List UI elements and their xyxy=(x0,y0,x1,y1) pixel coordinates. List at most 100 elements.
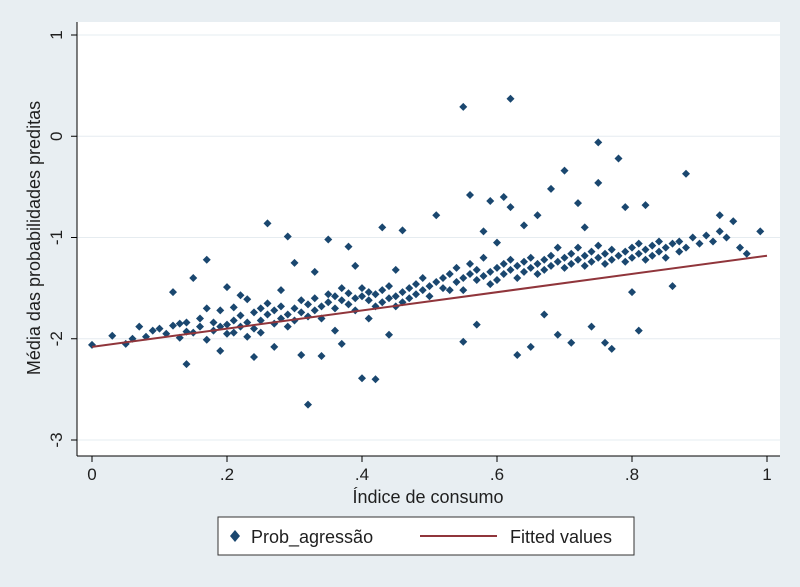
scatter-point xyxy=(641,255,650,264)
scatter-point xyxy=(486,280,495,289)
scatter-point xyxy=(297,350,306,359)
legend: Prob_agressão Fitted values xyxy=(217,516,635,556)
scatter-point xyxy=(607,245,616,254)
scatter-point xyxy=(270,306,279,315)
scatter-point xyxy=(560,263,569,272)
scatter-point xyxy=(601,249,609,258)
scatter-point xyxy=(621,257,630,266)
scatter-point xyxy=(169,321,177,330)
scatter-point xyxy=(256,316,265,325)
scatter-point xyxy=(682,243,690,252)
scatter-point xyxy=(594,138,603,147)
scatter-point xyxy=(256,328,265,337)
scatter-point xyxy=(621,203,630,212)
scatter-point xyxy=(560,166,569,175)
scatter-point xyxy=(202,335,211,344)
scatter-point xyxy=(479,253,488,262)
scatter-point xyxy=(304,400,312,409)
scatter-point xyxy=(459,337,468,346)
scatter-point xyxy=(533,259,542,268)
y-tick-label: -2 xyxy=(47,331,66,346)
scatter-point xyxy=(135,322,144,331)
scatter-point xyxy=(344,242,353,251)
scatter-point xyxy=(439,284,447,293)
scatter-point xyxy=(196,314,204,323)
scatter-point xyxy=(506,94,515,103)
scatter-point xyxy=(526,253,535,262)
scatter-point xyxy=(155,324,164,333)
scatter-point xyxy=(202,304,211,313)
scatter-point xyxy=(148,326,157,335)
scatter-point xyxy=(486,197,495,206)
scatter-point xyxy=(378,298,387,307)
scatter-point xyxy=(391,265,400,274)
x-tick-label: .2 xyxy=(220,465,234,484)
scatter-point xyxy=(729,217,738,226)
scatter-point xyxy=(466,269,474,278)
scatter-point xyxy=(499,193,508,201)
scatter-point xyxy=(506,265,515,274)
scatter-point xyxy=(493,238,501,247)
scatter-point xyxy=(742,249,751,258)
scatter-point xyxy=(358,292,366,301)
scatter-point xyxy=(243,295,252,304)
scatter-point xyxy=(466,190,474,199)
scatter-point xyxy=(715,211,724,220)
scatter-point xyxy=(655,237,663,246)
legend-diamond-marker xyxy=(230,530,240,542)
scatter-point xyxy=(344,289,353,298)
scatter-point xyxy=(398,226,407,235)
scatter-point xyxy=(526,342,535,351)
scatter-point xyxy=(668,239,677,248)
scatter-point xyxy=(520,257,528,266)
scatter-point xyxy=(425,282,434,291)
scatter-point xyxy=(634,249,643,258)
scatter-point xyxy=(567,338,576,347)
scatter-point xyxy=(499,269,508,278)
scatter-point xyxy=(277,302,285,311)
scatter-point xyxy=(412,280,420,289)
x-tick-label: 0 xyxy=(87,465,96,484)
scatter-point xyxy=(655,247,663,256)
scatter-point xyxy=(513,350,522,359)
scatter-point xyxy=(432,278,441,287)
scatter-point xyxy=(189,274,198,282)
scatter-point xyxy=(344,300,353,309)
scatter-point xyxy=(580,261,589,270)
scatter-point xyxy=(553,257,562,266)
scatter-point xyxy=(547,184,555,193)
scatter-point xyxy=(223,283,231,292)
y-tick-label: 1 xyxy=(47,30,66,39)
scatter-point xyxy=(587,257,596,266)
scatter-point xyxy=(506,203,515,212)
scatter-point xyxy=(351,261,360,270)
scatter-point xyxy=(513,261,522,270)
scatter-point xyxy=(459,274,468,282)
scatter-point xyxy=(364,314,373,323)
scatter-point xyxy=(331,292,339,301)
scatter-point xyxy=(479,271,488,280)
scatter-point xyxy=(594,241,603,250)
scatter-point xyxy=(567,249,576,258)
scatter-point xyxy=(108,331,117,340)
scatter-point xyxy=(540,310,549,319)
scatter-point xyxy=(540,265,549,274)
scatter-point xyxy=(405,284,414,293)
scatter-point xyxy=(574,255,582,264)
scatter-point xyxy=(709,237,717,246)
scatter-point xyxy=(378,286,387,295)
scatter-point xyxy=(283,322,292,331)
scatter-point xyxy=(337,339,346,348)
scatter-point xyxy=(283,310,292,319)
scatter-point xyxy=(580,223,589,232)
scatter-point xyxy=(378,223,387,232)
scatter-point xyxy=(202,255,211,264)
scatter-point xyxy=(310,306,319,315)
fitted-line-layer xyxy=(91,254,768,348)
scatter-point xyxy=(614,251,623,260)
scatter-point xyxy=(466,259,474,268)
scatter-point xyxy=(216,346,225,355)
scatter-point xyxy=(364,296,373,305)
